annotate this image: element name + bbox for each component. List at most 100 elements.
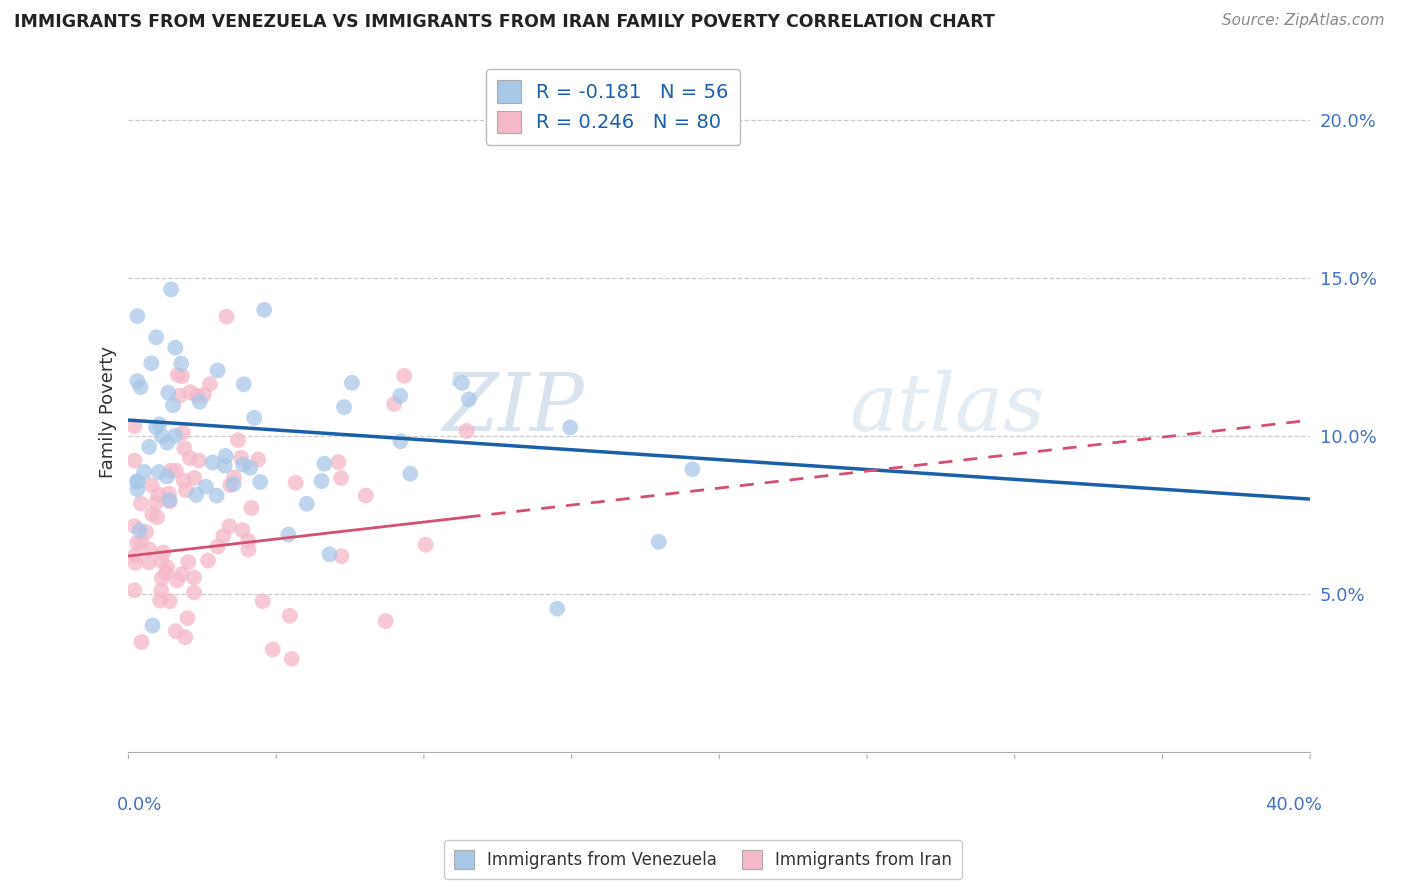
- Point: [125, 536, 148, 550]
- Point: [207, 540, 229, 554]
- Point: [214, 449, 236, 463]
- Point: [141, 478, 163, 492]
- Text: atlas: atlas: [849, 370, 1045, 448]
- Point: [354, 488, 377, 502]
- Point: [219, 478, 242, 492]
- Point: [328, 455, 350, 469]
- Point: [124, 549, 146, 563]
- Point: [124, 519, 146, 533]
- Point: [229, 450, 252, 465]
- Point: [165, 464, 187, 478]
- Point: [174, 630, 197, 644]
- Point: [207, 363, 229, 377]
- Point: [311, 474, 333, 488]
- Point: [188, 394, 211, 409]
- Point: [330, 549, 353, 563]
- Point: [389, 434, 412, 449]
- Point: [124, 583, 146, 598]
- Point: [186, 488, 208, 502]
- Point: [295, 497, 318, 511]
- Point: [127, 475, 149, 489]
- Point: [340, 376, 363, 390]
- Point: [166, 368, 188, 382]
- Point: [546, 601, 568, 615]
- Point: [170, 357, 193, 371]
- Point: [277, 527, 299, 541]
- Point: [165, 341, 187, 355]
- Point: [456, 424, 478, 438]
- Point: [141, 507, 163, 521]
- Point: [145, 495, 167, 509]
- Point: [333, 400, 356, 414]
- Point: [124, 419, 146, 434]
- Point: [193, 388, 215, 402]
- Point: [399, 467, 422, 481]
- Point: [148, 417, 170, 432]
- Text: 0.0%: 0.0%: [117, 796, 162, 814]
- Point: [222, 470, 245, 484]
- Point: [165, 429, 187, 443]
- Point: [135, 524, 157, 539]
- Point: [201, 456, 224, 470]
- Point: [160, 282, 183, 296]
- Point: [156, 469, 179, 483]
- Point: [150, 583, 173, 598]
- Point: [212, 529, 235, 543]
- Point: [156, 560, 179, 574]
- Point: [394, 368, 416, 383]
- Point: [160, 464, 183, 478]
- Point: [262, 642, 284, 657]
- Point: [139, 542, 162, 557]
- Point: [165, 624, 187, 639]
- Point: [197, 553, 219, 567]
- Point: [314, 457, 336, 471]
- Point: [198, 377, 221, 392]
- Point: [128, 524, 150, 538]
- Point: [214, 458, 236, 473]
- Point: [150, 553, 173, 567]
- Point: [280, 652, 302, 666]
- Point: [166, 574, 188, 588]
- Point: [155, 566, 177, 580]
- Point: [157, 385, 180, 400]
- Point: [194, 480, 217, 494]
- Point: [179, 451, 201, 466]
- Point: [150, 571, 173, 585]
- Point: [159, 594, 181, 608]
- Point: [127, 309, 149, 323]
- Point: [127, 483, 149, 497]
- Point: [129, 380, 152, 394]
- Point: [278, 608, 301, 623]
- Point: [243, 411, 266, 425]
- Point: [232, 458, 254, 472]
- Text: ZIP: ZIP: [441, 370, 583, 448]
- Point: [252, 594, 274, 608]
- Point: [170, 567, 193, 582]
- Point: [124, 556, 146, 570]
- Text: 40.0%: 40.0%: [1265, 796, 1322, 814]
- Point: [389, 389, 412, 403]
- Point: [231, 523, 253, 537]
- Point: [382, 397, 405, 411]
- Point: [172, 425, 194, 440]
- Point: [451, 376, 474, 390]
- Legend: Immigrants from Venezuela, Immigrants from Iran: Immigrants from Venezuela, Immigrants fr…: [444, 840, 962, 880]
- Y-axis label: Family Poverty: Family Poverty: [100, 346, 117, 478]
- Point: [169, 389, 191, 403]
- Point: [318, 547, 340, 561]
- Point: [148, 465, 170, 479]
- Point: [129, 496, 152, 510]
- Point: [124, 453, 146, 467]
- Point: [138, 440, 160, 454]
- Point: [170, 369, 193, 384]
- Point: [157, 487, 180, 501]
- Point: [159, 494, 181, 508]
- Point: [131, 635, 153, 649]
- Point: [222, 477, 245, 491]
- Point: [238, 533, 260, 548]
- Point: [187, 453, 209, 467]
- Point: [127, 374, 149, 388]
- Point: [177, 555, 200, 569]
- Point: [560, 420, 582, 434]
- Point: [145, 330, 167, 344]
